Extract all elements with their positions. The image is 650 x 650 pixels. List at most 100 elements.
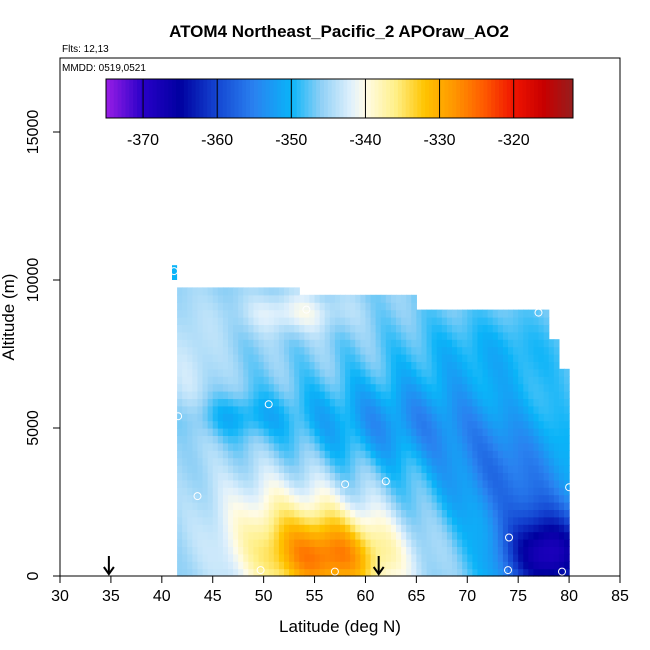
heatmap-cell xyxy=(329,472,336,481)
heatmap-cell xyxy=(380,531,387,540)
heatmap-cell xyxy=(228,361,234,370)
heatmap-cell xyxy=(497,383,504,392)
heatmap-cell xyxy=(416,331,423,340)
heatmap-cell xyxy=(202,531,209,540)
heatmap-cell xyxy=(177,553,183,562)
heatmap-cell xyxy=(233,524,239,533)
heatmap-cell xyxy=(253,568,260,577)
colorbar-segment xyxy=(113,79,119,118)
heatmap-cell xyxy=(248,487,255,496)
heatmap-cell xyxy=(340,553,346,562)
heatmap-cell xyxy=(222,479,229,488)
heatmap-cell xyxy=(380,442,387,451)
heatmap-cell xyxy=(253,509,260,518)
heatmap-cell xyxy=(243,368,249,377)
heatmap-cell xyxy=(289,435,295,444)
heatmap-cell xyxy=(233,516,239,525)
colorbar-frame xyxy=(105,78,574,119)
colorbar-segment xyxy=(358,79,364,118)
heatmap-cell xyxy=(497,479,504,488)
heatmap-cell xyxy=(436,398,443,407)
heatmap-cell xyxy=(212,331,219,340)
heatmap-cell xyxy=(360,383,367,392)
heatmap-cell xyxy=(441,339,448,348)
heatmap-cell xyxy=(472,487,479,496)
heatmap-cell xyxy=(436,479,443,488)
heatmap-cell xyxy=(228,317,234,325)
heatmap-cell xyxy=(233,450,239,459)
heatmap-cell xyxy=(467,317,473,325)
heatmap-cell xyxy=(329,546,336,555)
colorbar-segment xyxy=(226,79,232,118)
heatmap-cell xyxy=(289,568,295,577)
heatmap-cell xyxy=(268,465,275,473)
heatmap-cell xyxy=(502,428,509,436)
heatmap-cell xyxy=(513,376,519,385)
heatmap-cell xyxy=(548,487,555,496)
heatmap-cell xyxy=(558,391,565,399)
heatmap-cell xyxy=(309,331,316,340)
heatmap-cell xyxy=(436,309,443,318)
heatmap-cell xyxy=(284,450,290,459)
heatmap-cell xyxy=(441,450,448,459)
heatmap-cell xyxy=(350,294,356,303)
heatmap-cell xyxy=(548,435,555,444)
heatmap-cell xyxy=(289,487,295,496)
heatmap-cell xyxy=(467,398,473,407)
heatmap-cell xyxy=(487,317,494,325)
heatmap-cell xyxy=(299,420,305,429)
heatmap-cell xyxy=(294,376,300,385)
heatmap-cell xyxy=(543,405,550,414)
heatmap-cell xyxy=(207,287,214,296)
heatmap-cell xyxy=(380,346,387,355)
heatmap-cell xyxy=(268,331,275,340)
heatmap-cell xyxy=(192,465,199,473)
heatmap-cell xyxy=(304,524,311,533)
colorbar-segment xyxy=(133,79,138,118)
heatmap-cell xyxy=(497,324,504,333)
heatmap-cell xyxy=(334,524,341,533)
colorbar-segment xyxy=(409,79,414,118)
heatmap-cell xyxy=(233,546,239,555)
heatmap-cell xyxy=(177,287,183,296)
heatmap-cell xyxy=(446,309,453,318)
heatmap-cell xyxy=(314,331,321,340)
heatmap-cell xyxy=(513,494,519,503)
heatmap-cell xyxy=(390,494,397,503)
heatmap-cell xyxy=(543,428,550,436)
heatmap-cell xyxy=(538,568,545,577)
heatmap-cell xyxy=(564,553,570,562)
heatmap-cell xyxy=(396,472,402,481)
heatmap-cell xyxy=(564,531,570,540)
heatmap-cell xyxy=(426,376,433,385)
heatmap-cell xyxy=(396,368,402,377)
heatmap-cell xyxy=(380,546,387,555)
heatmap-cell xyxy=(385,568,392,577)
heatmap-cell xyxy=(497,509,504,518)
heatmap-cell xyxy=(564,398,570,407)
heatmap-cell xyxy=(406,398,412,407)
heatmap-cell xyxy=(334,309,341,318)
heatmap-cell xyxy=(370,331,377,340)
heatmap-cell xyxy=(202,346,209,355)
heatmap-cell xyxy=(253,457,260,466)
heatmap-cell xyxy=(289,413,295,422)
heatmap-cell xyxy=(375,294,382,303)
colorbar-segment xyxy=(179,79,185,118)
heatmap-cell xyxy=(340,487,346,496)
heatmap-cell xyxy=(304,450,311,459)
heatmap-cell xyxy=(324,568,331,577)
heatmap-cell xyxy=(370,435,377,444)
heatmap-cell xyxy=(177,376,183,385)
heatmap-cell xyxy=(233,368,239,377)
heatmap-cell xyxy=(258,546,265,555)
heatmap-cell xyxy=(446,428,453,436)
heatmap-cell xyxy=(406,383,412,392)
heatmap-cell xyxy=(375,376,382,385)
heatmap-cell xyxy=(309,479,316,488)
heatmap-cell xyxy=(345,450,351,459)
heatmap-cell xyxy=(482,331,489,340)
heatmap-cell xyxy=(304,435,311,444)
heatmap-cell xyxy=(472,479,479,488)
heatmap-cell xyxy=(436,546,443,555)
